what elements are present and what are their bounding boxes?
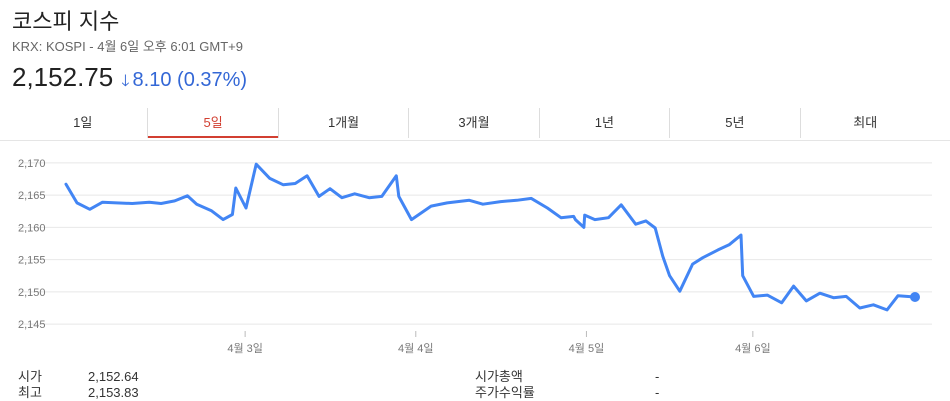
page-title: 코스피 지수 (12, 9, 120, 34)
price-change-value: 8.10 (0.37%) (132, 69, 248, 91)
tab-1y[interactable]: 1년 (540, 108, 671, 138)
y-tick-label: 2,150 (18, 287, 46, 299)
stat-value: 2,153.83 (88, 385, 139, 400)
stat-row-high: 최고 2,153.83 (18, 385, 139, 401)
price-row: 2,152.75 🡓 8.10 (0.37%) (12, 62, 247, 97)
tabs-divider (0, 140, 950, 141)
current-price: 2,152.75 (12, 62, 114, 92)
stat-value: - (655, 385, 660, 400)
x-tick-label: 4월 3일 (227, 341, 263, 355)
ticker-subtitle: KRX: KOSPI - 4월 6일 오후 6:01 GMT+9 (12, 39, 243, 54)
stat-label: 최고 (18, 385, 42, 400)
last-point (910, 292, 920, 303)
price-chart[interactable]: 2,145 2,150 2,155 2,160 2,165 2,170 4월 3일 4월 4일… (0, 140, 950, 360)
x-tick-label: 4월 5일 (569, 341, 605, 355)
stat-label: 주가수익률 (475, 385, 535, 400)
tab-max[interactable]: 최대 (853, 115, 878, 130)
tab-1m[interactable]: 1개월 (279, 108, 410, 138)
stat-label: 시가 (18, 369, 42, 384)
tab-3m[interactable]: 3개월 (409, 108, 540, 138)
y-tick-label: 2,155 (18, 255, 46, 267)
tab-5y[interactable]: 5년 (670, 108, 801, 138)
arrow-down-icon: 🡓 (121, 73, 130, 90)
stat-row-open: 시가 2,152.64 (18, 369, 139, 385)
stats-left: 시가 2,152.64 최고 2,153.83 (18, 369, 139, 401)
stat-value: - (655, 369, 660, 384)
stat-row-pe: 주가수익률 - (475, 385, 659, 401)
range-tabs: 1일 5일 1개월 3개월 1년 5년 최대 (18, 108, 930, 138)
stat-label: 시가총액 (475, 369, 523, 384)
y-tick-label: 2,160 (18, 222, 46, 234)
tab-5d[interactable]: 5일 (148, 108, 279, 138)
series-line (64, 162, 917, 312)
stat-row-market-cap: 시가총액 - (475, 369, 659, 385)
y-tick-label: 2,145 (18, 319, 46, 331)
y-tick-label: 2,165 (18, 190, 46, 202)
y-tick-label: 2,170 (18, 158, 46, 170)
stats-right: 시가총액 - 주가수익률 - (475, 369, 659, 401)
stat-value: 2,152.64 (88, 369, 139, 384)
tab-1d[interactable]: 1일 (18, 108, 149, 138)
x-tick-label: 4월 4일 (398, 341, 434, 355)
x-tick-label: 4월 6일 (735, 341, 771, 355)
price-change: 🡓 8.10 (0.37%) (121, 69, 247, 97)
